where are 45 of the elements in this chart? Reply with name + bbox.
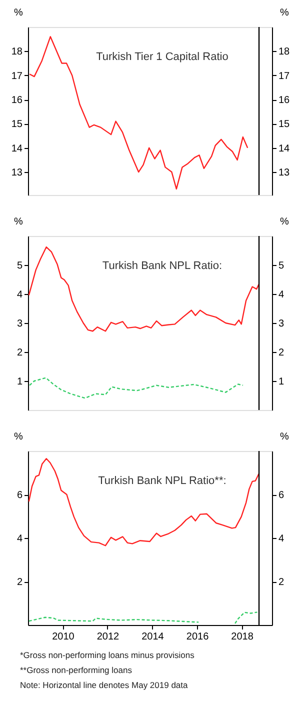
y2-axis-title: % [280, 8, 290, 18]
y2-tick-label: 17 [278, 70, 290, 82]
y-tick-label: 4 [16, 534, 23, 544]
y-axis-title: % [14, 8, 24, 18]
y2-tick-label: 1 [278, 376, 284, 388]
y2-tick-label: 14 [278, 143, 290, 154]
text: Note: Horizontal line denotes May 2019 data [20, 680, 188, 690]
y-tick-label: 6 [16, 490, 23, 501]
text: Turkish Bank NPL Ratio**: [98, 475, 226, 487]
y-tick-label: 5 [16, 260, 23, 272]
text: **Gross non-performing loans [20, 665, 132, 675]
y-tick-label: 13 [11, 168, 23, 179]
y2-tick-label: 2 [278, 348, 284, 358]
y-tick-label: 17 [11, 70, 23, 82]
y2-tick-label: 15 [278, 119, 290, 130]
y-tick-label: 3 [16, 318, 23, 330]
text: *Gross non-performing loans minus provisions [20, 650, 194, 660]
y-tick-label: 14 [11, 143, 23, 154]
y-tick-label: 2 [16, 577, 23, 588]
y2-axis-title: % [280, 216, 290, 228]
y-axis-title: % [14, 216, 24, 228]
y2-axis-title: % [280, 432, 290, 442]
y-tick-label: 4 [16, 290, 23, 300]
x-tick-label: 2012 [96, 632, 120, 642]
x-tick-label: 2014 [142, 632, 164, 642]
x-tick-label: 2018 [231, 632, 254, 642]
x-tick-label: 2010 [52, 632, 75, 642]
y2-tick-label: 6 [278, 490, 284, 501]
text: Turkish Tier 1 Capital Ratio [96, 51, 228, 63]
text: Turkish Bank NPL Ratio: [102, 260, 222, 272]
y-tick-label: 2 [16, 348, 23, 358]
y2-tick-label: 3 [278, 318, 284, 330]
y2-tick-label: 4 [278, 534, 284, 544]
y2-tick-label: 5 [278, 260, 284, 272]
y-axis-title: % [14, 432, 24, 442]
y-tick-label: 18 [11, 46, 23, 58]
y2-tick-label: 2 [278, 577, 284, 588]
y-tick-label: 1 [16, 376, 23, 388]
y2-tick-label: 4 [278, 290, 284, 300]
y-tick-label: 16 [11, 95, 23, 106]
y2-tick-label: 13 [278, 168, 290, 179]
y2-tick-label: 16 [278, 95, 290, 106]
y-tick-label: 15 [11, 119, 23, 130]
y2-tick-label: 18 [278, 46, 290, 58]
x-tick-label: 2016 [186, 632, 210, 642]
